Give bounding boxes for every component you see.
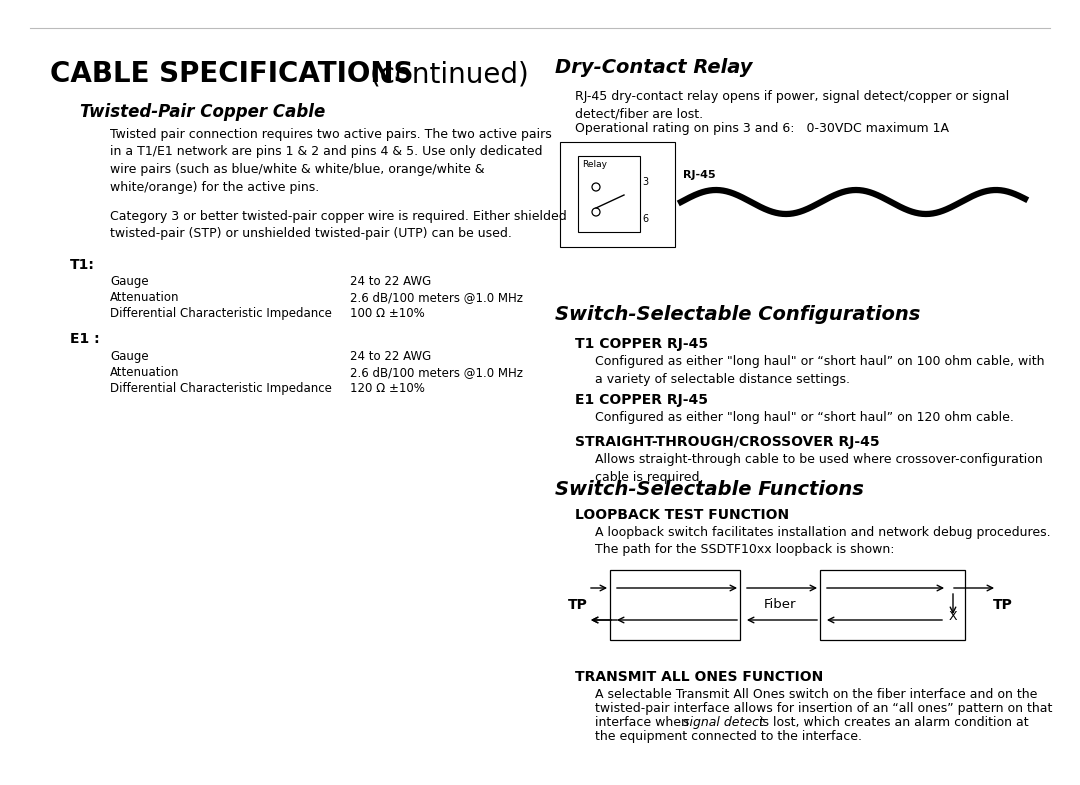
Text: Gauge: Gauge xyxy=(110,350,149,363)
Text: Dry-Contact Relay: Dry-Contact Relay xyxy=(555,58,753,77)
Text: (continued): (continued) xyxy=(370,60,530,88)
Text: Differential Characteristic Impedance: Differential Characteristic Impedance xyxy=(110,382,332,395)
Text: 2.6 dB/100 meters @1.0 MHz: 2.6 dB/100 meters @1.0 MHz xyxy=(350,291,523,304)
Text: the equipment connected to the interface.: the equipment connected to the interface… xyxy=(595,730,862,743)
Bar xyxy=(578,156,640,232)
Text: Allows straight-through cable to be used where crossover-configuration
cable is : Allows straight-through cable to be used… xyxy=(595,453,1043,484)
Text: 100 Ω ±10%: 100 Ω ±10% xyxy=(350,307,424,320)
Text: A selectable Transmit All Ones switch on the fiber interface and on the: A selectable Transmit All Ones switch on… xyxy=(595,688,1038,701)
Text: Attenuation: Attenuation xyxy=(110,291,179,304)
Text: twisted-pair interface allows for insertion of an “all ones” pattern on that: twisted-pair interface allows for insert… xyxy=(595,702,1052,715)
Text: 3: 3 xyxy=(642,177,648,187)
Text: Operational rating on pins 3 and 6:   0-30VDC maximum 1A: Operational rating on pins 3 and 6: 0-30… xyxy=(575,122,949,135)
Text: 120 Ω ±10%: 120 Ω ±10% xyxy=(350,382,424,395)
Text: A loopback switch facilitates installation and network debug procedures.
The pat: A loopback switch facilitates installati… xyxy=(595,526,1051,557)
Text: RJ-45: RJ-45 xyxy=(683,170,716,180)
Text: signal detect: signal detect xyxy=(683,716,764,729)
Text: Switch-Selectable Configurations: Switch-Selectable Configurations xyxy=(555,305,920,324)
Text: Configured as either "long haul" or “short haul” on 100 ohm cable, with
a variet: Configured as either "long haul" or “sho… xyxy=(595,355,1044,385)
Text: LOOPBACK TEST FUNCTION: LOOPBACK TEST FUNCTION xyxy=(575,508,789,522)
Text: Attenuation: Attenuation xyxy=(110,366,179,379)
Text: 2.6 dB/100 meters @1.0 MHz: 2.6 dB/100 meters @1.0 MHz xyxy=(350,366,523,379)
Text: Twisted pair connection requires two active pairs. The two active pairs
in a T1/: Twisted pair connection requires two act… xyxy=(110,128,552,193)
Text: T1 COPPER RJ-45: T1 COPPER RJ-45 xyxy=(575,337,708,351)
Text: STRAIGHT-THROUGH/CROSSOVER RJ-45: STRAIGHT-THROUGH/CROSSOVER RJ-45 xyxy=(575,435,879,449)
Text: E1 COPPER RJ-45: E1 COPPER RJ-45 xyxy=(575,393,708,407)
Text: CABLE SPECIFICATIONS: CABLE SPECIFICATIONS xyxy=(50,60,414,88)
Text: 24 to 22 AWG: 24 to 22 AWG xyxy=(350,350,431,363)
Text: TP: TP xyxy=(568,598,588,612)
Text: is lost, which creates an alarm condition at: is lost, which creates an alarm conditio… xyxy=(755,716,1028,729)
Text: TRANSMIT ALL ONES FUNCTION: TRANSMIT ALL ONES FUNCTION xyxy=(575,670,823,684)
Text: Relay: Relay xyxy=(582,160,607,169)
Text: Gauge: Gauge xyxy=(110,275,149,288)
Text: Configured as either "long haul" or “short haul” on 120 ohm cable.: Configured as either "long haul" or “sho… xyxy=(595,411,1014,424)
Text: Switch-Selectable Functions: Switch-Selectable Functions xyxy=(555,480,864,499)
Text: Category 3 or better twisted-pair copper wire is required. Either shielded
twist: Category 3 or better twisted-pair copper… xyxy=(110,210,567,240)
Bar xyxy=(561,142,675,247)
Text: Twisted-Pair Copper Cable: Twisted-Pair Copper Cable xyxy=(80,103,325,121)
Text: Differential Characteristic Impedance: Differential Characteristic Impedance xyxy=(110,307,332,320)
Text: 6: 6 xyxy=(642,214,648,224)
Text: RJ-45 dry-contact relay opens if power, signal detect/copper or signal
detect/fi: RJ-45 dry-contact relay opens if power, … xyxy=(575,90,1009,121)
Text: interface when: interface when xyxy=(595,716,693,729)
Text: E1 :: E1 : xyxy=(70,332,99,346)
Bar xyxy=(610,570,740,640)
Text: X: X xyxy=(948,609,957,623)
Text: TP: TP xyxy=(994,598,1013,612)
Text: T1:: T1: xyxy=(70,258,95,272)
Text: 24 to 22 AWG: 24 to 22 AWG xyxy=(350,275,431,288)
Text: Fiber: Fiber xyxy=(764,598,796,612)
Bar xyxy=(820,570,966,640)
